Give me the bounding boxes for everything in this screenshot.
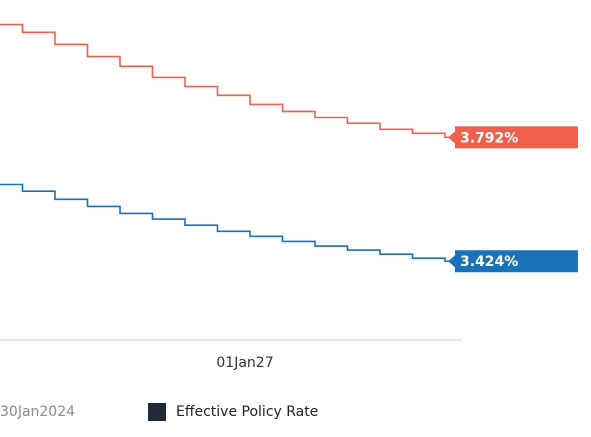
legend-label: 30Jan2024 (0, 404, 75, 420)
end-label: 3.792% (460, 130, 518, 146)
x-tick-label: 01Jan27 (216, 355, 273, 371)
label-pointer (448, 255, 455, 268)
legend-swatch (148, 403, 166, 421)
end-label-box (455, 126, 578, 149)
legend-label: Effective Policy Rate (176, 404, 318, 420)
end-label-box (455, 250, 578, 273)
step-line (0, 23, 453, 139)
end-label: 3.424% (460, 254, 518, 270)
step-line (0, 183, 453, 262)
label-pointer (448, 131, 455, 144)
